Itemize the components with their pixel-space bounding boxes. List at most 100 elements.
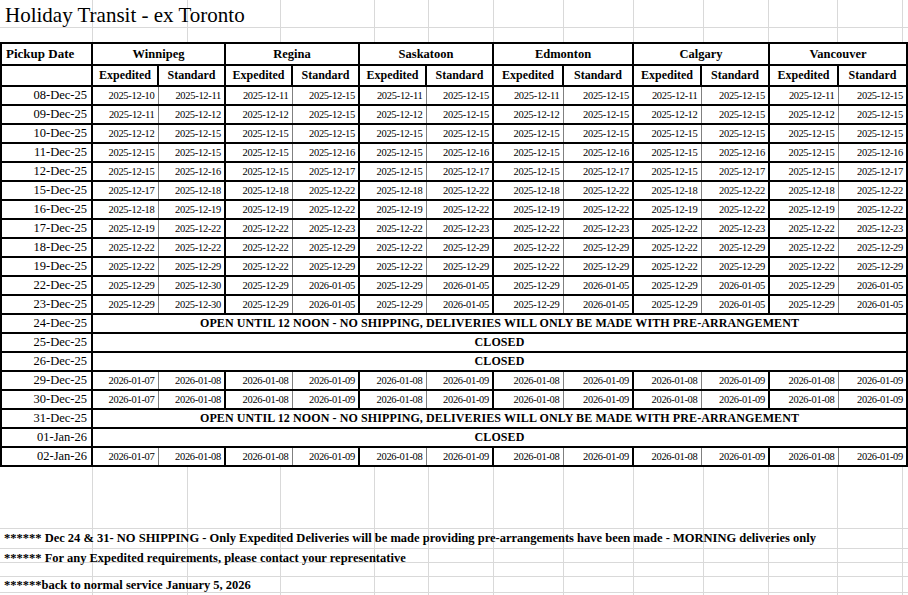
pickup-date-cell: 09-Dec-25 <box>1 105 92 124</box>
transit-date-cell: 2026-01-05 <box>563 276 633 295</box>
transit-date-cell: 2026-01-08 <box>633 371 701 390</box>
transit-date-cell: 2025-12-19 <box>158 200 225 219</box>
transit-date-cell: 2026-01-05 <box>563 295 633 314</box>
transit-date-cell: 2026-01-07 <box>92 371 158 390</box>
transit-date-cell: 2025-12-29 <box>701 257 769 276</box>
transit-date-cell: 2026-01-08 <box>158 371 225 390</box>
transit-date-cell: 2025-12-18 <box>633 181 701 200</box>
transit-date-cell: 2026-01-07 <box>92 390 158 409</box>
transit-date-cell: 2025-12-11 <box>225 86 292 105</box>
transit-date-cell: 2025-12-17 <box>92 181 158 200</box>
transit-date-cell: 2025-12-10 <box>92 86 158 105</box>
transit-date-cell: 2026-01-08 <box>633 390 701 409</box>
transit-date-cell: 2025-12-29 <box>225 295 292 314</box>
service-level-header-row: Expedited Standard Expedited Standard Ex… <box>1 65 907 86</box>
transit-date-cell: 2026-01-08 <box>225 371 292 390</box>
service-level-header-expedited: Expedited <box>359 65 426 86</box>
transit-date-cell: 2025-12-29 <box>838 238 907 257</box>
table-row: 17-Dec-252025-12-192025-12-222025-12-222… <box>1 219 907 238</box>
transit-date-cell: 2025-12-15 <box>493 162 563 181</box>
table-row: 08-Dec-252025-12-102025-12-112025-12-112… <box>1 86 907 105</box>
pickup-date-cell: 01-Jan-26 <box>1 428 92 447</box>
transit-date-cell: 2025-12-15 <box>92 143 158 162</box>
pickup-subheader-blank-cell <box>1 65 92 86</box>
transit-date-cell: 2025-12-23 <box>426 219 493 238</box>
transit-date-cell: 2025-12-23 <box>563 219 633 238</box>
table-row: 09-Dec-252025-12-112025-12-122025-12-122… <box>1 105 907 124</box>
transit-date-cell: 2026-01-08 <box>493 447 563 466</box>
pickup-date-header: Pickup Date <box>1 43 92 65</box>
transit-date-cell: 2025-12-11 <box>633 86 701 105</box>
transit-date-cell: 2025-12-29 <box>359 276 426 295</box>
transit-date-cell: 2025-12-18 <box>158 181 225 200</box>
service-level-header-expedited: Expedited <box>225 65 292 86</box>
transit-date-cell: 2026-01-09 <box>563 390 633 409</box>
transit-date-cell: 2025-12-22 <box>633 219 701 238</box>
transit-date-cell: 2025-12-12 <box>225 105 292 124</box>
transit-table: Pickup Date Winnipeg Regina Saskatoon Ed… <box>0 42 908 467</box>
transit-date-cell: 2025-12-22 <box>563 200 633 219</box>
transit-date-cell: 2025-12-15 <box>838 86 907 105</box>
transit-date-cell: 2025-12-29 <box>769 276 838 295</box>
service-level-header-expedited: Expedited <box>493 65 563 86</box>
transit-date-cell: 2025-12-19 <box>225 200 292 219</box>
transit-date-cell: 2025-12-29 <box>225 276 292 295</box>
sheet-title: Holiday Transit - ex Toronto <box>5 2 245 28</box>
transit-date-cell: 2025-12-22 <box>633 257 701 276</box>
transit-date-cell: 2025-12-12 <box>158 105 225 124</box>
transit-date-cell: 2025-12-15 <box>563 86 633 105</box>
transit-date-cell: 2025-12-29 <box>292 257 359 276</box>
transit-date-cell: 2025-12-12 <box>633 105 701 124</box>
pickup-date-cell: 15-Dec-25 <box>1 181 92 200</box>
transit-date-cell: 2025-12-22 <box>225 257 292 276</box>
transit-date-cell: 2025-12-15 <box>426 105 493 124</box>
pickup-date-cell: 25-Dec-25 <box>1 333 92 352</box>
service-level-header-expedited: Expedited <box>769 65 838 86</box>
transit-date-cell: 2026-01-08 <box>225 390 292 409</box>
transit-date-cell: 2025-12-29 <box>838 257 907 276</box>
transit-date-cell: 2025-12-29 <box>92 295 158 314</box>
transit-date-cell: 2025-12-29 <box>563 238 633 257</box>
transit-date-cell: 2025-12-22 <box>292 181 359 200</box>
transit-date-cell: 2026-01-05 <box>701 276 769 295</box>
transit-date-cell: 2025-12-15 <box>633 162 701 181</box>
transit-date-cell: 2025-12-15 <box>158 143 225 162</box>
transit-date-cell: 2025-12-12 <box>769 105 838 124</box>
pickup-date-cell: 11-Dec-25 <box>1 143 92 162</box>
city-header-saskatoon: Saskatoon <box>359 43 493 65</box>
table-row: 11-Dec-252025-12-152025-12-152025-12-152… <box>1 143 907 162</box>
transit-date-cell: 2025-12-15 <box>838 124 907 143</box>
table-row: 31-Dec-25OPEN UNTIL 12 NOON - NO SHIPPIN… <box>1 409 907 428</box>
transit-date-cell: 2026-01-09 <box>426 447 493 466</box>
transit-date-cell: 2025-12-22 <box>225 238 292 257</box>
transit-date-cell: 2025-12-22 <box>158 219 225 238</box>
transit-date-cell: 2026-01-09 <box>563 447 633 466</box>
table-row: 18-Dec-252025-12-222025-12-222025-12-222… <box>1 238 907 257</box>
transit-date-cell: 2025-12-29 <box>701 238 769 257</box>
transit-date-cell: 2025-12-15 <box>633 124 701 143</box>
transit-date-cell: 2025-12-15 <box>292 86 359 105</box>
transit-date-cell: 2025-12-29 <box>359 295 426 314</box>
note-back-to-normal: ******back to normal service January 5, … <box>4 577 251 593</box>
transit-date-cell: 2025-12-11 <box>493 86 563 105</box>
city-header-edmonton: Edmonton <box>493 43 633 65</box>
transit-date-cell: 2025-12-12 <box>493 105 563 124</box>
transit-date-cell: 2026-01-08 <box>359 371 426 390</box>
table-row: 23-Dec-252025-12-292025-12-302025-12-292… <box>1 295 907 314</box>
pickup-date-cell: 30-Dec-25 <box>1 390 92 409</box>
transit-date-cell: 2026-01-05 <box>838 295 907 314</box>
transit-date-cell: 2025-12-18 <box>493 181 563 200</box>
transit-date-cell: 2026-01-05 <box>426 276 493 295</box>
city-header-row: Pickup Date Winnipeg Regina Saskatoon Ed… <box>1 43 907 65</box>
pickup-date-cell: 08-Dec-25 <box>1 86 92 105</box>
transit-date-cell: 2026-01-09 <box>838 371 907 390</box>
transit-date-cell: 2025-12-17 <box>838 162 907 181</box>
transit-date-cell: 2025-12-22 <box>359 238 426 257</box>
table-row: 10-Dec-252025-12-122025-12-152025-12-152… <box>1 124 907 143</box>
transit-date-cell: 2025-12-29 <box>426 238 493 257</box>
transit-date-cell: 2025-12-22 <box>359 219 426 238</box>
city-header-winnipeg: Winnipeg <box>92 43 225 65</box>
pickup-date-cell: 17-Dec-25 <box>1 219 92 238</box>
table-row: 02-Jan-262026-01-072026-01-082026-01-082… <box>1 447 907 466</box>
transit-date-cell: 2025-12-23 <box>838 219 907 238</box>
